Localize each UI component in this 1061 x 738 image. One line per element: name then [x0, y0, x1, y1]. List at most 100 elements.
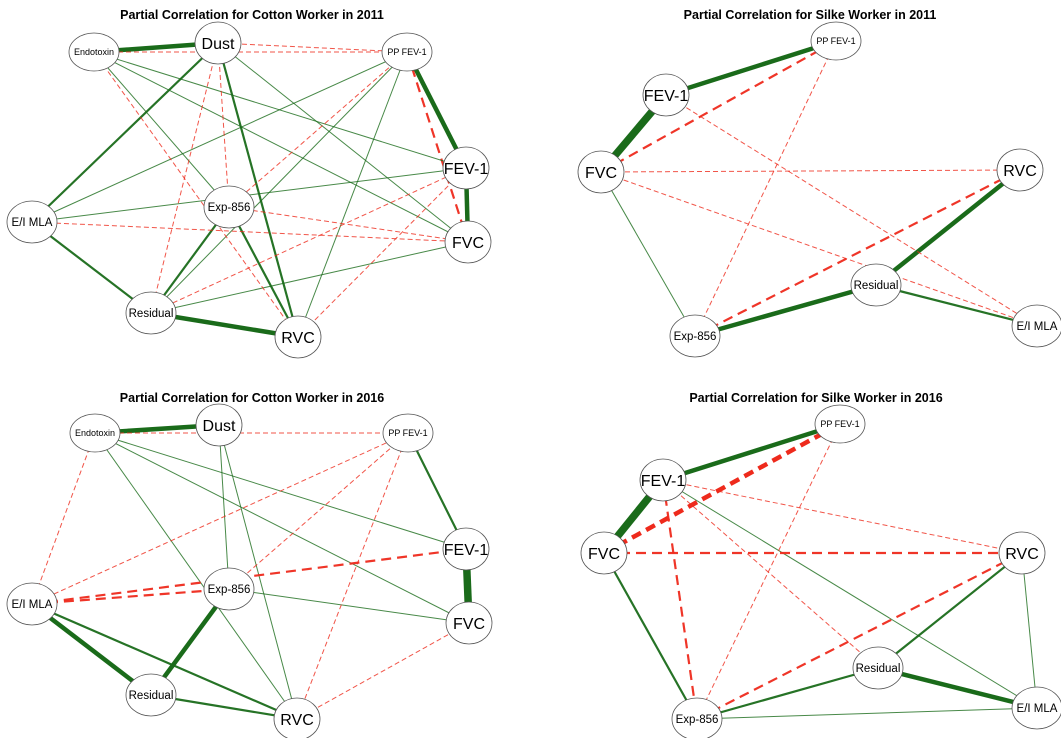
node-circle [852, 646, 904, 690]
edge-endotoxin-fvc [94, 432, 470, 624]
node-circle [382, 413, 434, 453]
panel-cotton-2016: Partial Correlation for Cotton Worker in… [6, 391, 493, 738]
edge-fvc-ppfev1 [600, 40, 837, 173]
node-rvc: RVC [998, 531, 1046, 575]
node-circle [442, 527, 490, 571]
node-label: Residual [129, 690, 174, 702]
node-label: RVC [281, 330, 315, 347]
edge-ppfev1-exp856 [228, 51, 408, 208]
edge-ppfev1-rvc [297, 51, 408, 338]
edge-eimla-exp856 [31, 587, 230, 606]
edge-dust-rvc [216, 42, 300, 338]
edge-residual-eimla [877, 665, 1038, 711]
edge-residual-eimla [875, 283, 1038, 328]
edge-residual-rvc [874, 168, 1022, 287]
node-eimla: E/I MLA [1011, 304, 1061, 348]
edge-fev1-residual [662, 479, 879, 669]
node-label: PP FEV-1 [820, 419, 859, 429]
node-ppfev1: PP FEV-1 [810, 21, 862, 61]
edge-endotoxin-exp856 [93, 51, 230, 208]
node-label: PP FEV-1 [388, 428, 427, 438]
node-label: E/I MLA [12, 217, 53, 229]
node-label: Dust [202, 36, 235, 53]
edge-exp856-residual [696, 666, 879, 721]
edge-exp856-rvc [694, 169, 1021, 337]
edge-eimla-ppfev1 [31, 432, 409, 605]
edge-exp856-rvc [696, 552, 1023, 720]
edge-endotoxin-rvc [94, 432, 298, 720]
node-circle [125, 291, 177, 335]
node-circle [642, 73, 690, 117]
edge-residual-fev1 [150, 167, 467, 314]
node-circle [6, 582, 58, 626]
edge-rvc-fev1 [297, 167, 467, 338]
node-circle [810, 21, 862, 61]
edge-fev1-eimla [665, 94, 1038, 327]
edge-fvc-exp856 [603, 552, 698, 720]
node-circle [273, 697, 321, 738]
node-label: Exp-856 [676, 714, 719, 726]
node-circle [274, 315, 322, 359]
panel-cotton-2011: Partial Correlation for Cotton Worker in… [6, 8, 492, 359]
node-label: Residual [129, 308, 174, 320]
node-circle [998, 531, 1046, 575]
node-circle [444, 220, 492, 264]
edge-fev1-rvc [662, 479, 1023, 554]
node-exp856: Exp-856 [203, 567, 255, 611]
node-circle [1011, 686, 1061, 730]
node-label: E/I MLA [12, 599, 53, 611]
node-exp856: Exp-856 [203, 185, 255, 229]
node-circle [996, 148, 1044, 192]
node-circle [194, 21, 242, 65]
node-fev1: FEV-1 [442, 146, 490, 190]
edge-residual-rvc [877, 552, 1023, 669]
node-exp856: Exp-856 [671, 697, 723, 738]
edge-eimla-fev1 [31, 547, 467, 606]
node-dust: Dust [194, 21, 242, 65]
node-eimla: E/I MLA [6, 582, 58, 626]
node-residual: Residual [125, 673, 177, 717]
node-label: FEV-1 [444, 542, 489, 559]
edge-residual-fvc [150, 241, 469, 314]
node-label: Exp-856 [208, 202, 251, 214]
node-circle [381, 32, 433, 72]
node-endotoxin: Endotoxin [68, 32, 120, 72]
node-rvc: RVC [274, 315, 322, 359]
node-label: Dust [203, 418, 236, 435]
node-rvc: RVC [996, 148, 1044, 192]
node-label: Exp-856 [208, 584, 251, 596]
node-endotoxin: Endotoxin [69, 413, 121, 453]
node-circle [68, 32, 120, 72]
node-circle [669, 314, 721, 358]
node-ppfev1: PP FEV-1 [382, 413, 434, 453]
node-circle [125, 673, 177, 717]
edge-exp856-eimla [696, 707, 1038, 720]
node-circle [6, 200, 58, 244]
node-label: RVC [1003, 163, 1037, 180]
edge-fvc-rvc [600, 169, 1021, 173]
edge-fvc-ppfev1 [602, 422, 842, 555]
node-label: FEV-1 [444, 161, 489, 178]
node-fvc: FVC [577, 150, 625, 194]
node-circle [639, 458, 687, 502]
edge-fev1-exp856 [661, 479, 699, 720]
node-fev1: FEV-1 [642, 73, 690, 117]
edge-exp856-rvc [228, 206, 299, 338]
node-circle [203, 567, 255, 611]
edge-dust-exp856 [217, 42, 230, 208]
edge-dust-exp856 [218, 424, 230, 590]
node-circle [1011, 304, 1061, 348]
edge-ppfev1-exp856 [228, 432, 409, 590]
node-label: FEV-1 [644, 88, 689, 105]
node-rvc: RVC [273, 697, 321, 738]
panel-title: Partial Correlation for Cotton Worker in… [120, 8, 384, 22]
node-label: Endotoxin [74, 47, 114, 57]
node-eimla: E/I MLA [1011, 686, 1061, 730]
edge-exp856-fvc [228, 206, 469, 243]
node-fvc: FVC [445, 601, 493, 645]
node-fev1: FEV-1 [639, 458, 687, 502]
node-label: FVC [453, 616, 485, 633]
node-label: Endotoxin [75, 428, 115, 438]
node-circle [195, 403, 243, 447]
